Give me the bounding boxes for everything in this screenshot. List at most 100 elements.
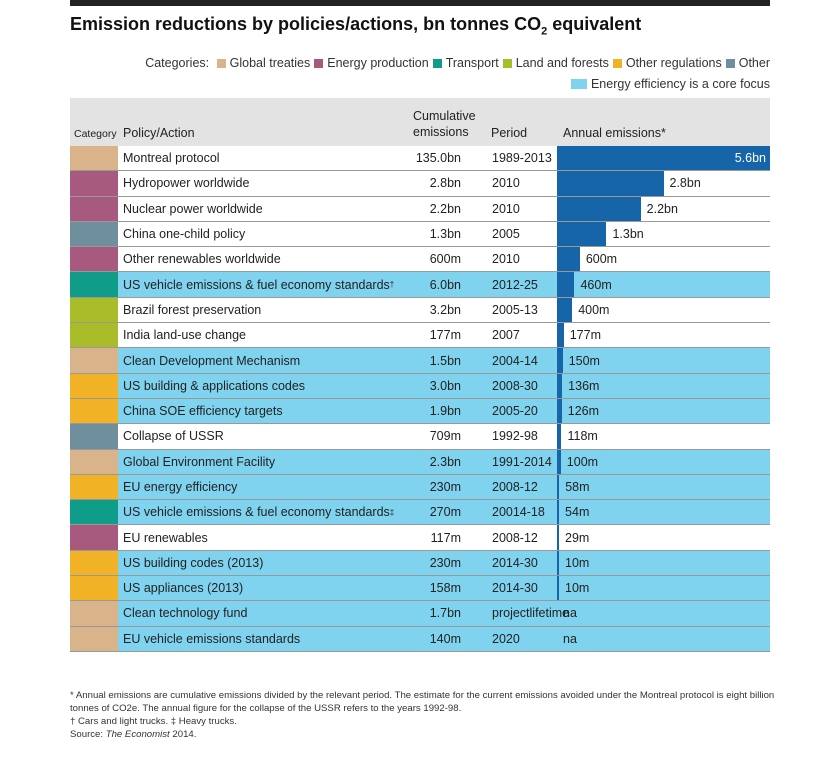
table-row: EU renewables 117m 2008-12 29m [70,525,770,551]
footnote-2: tonnes of CO2e. The annual figure for th… [70,703,462,714]
category-swatch [70,576,118,601]
annual-bar-cell: 10m [557,550,770,576]
period: 2014-30 [492,581,538,596]
period: 1992-98 [492,429,538,444]
annual-bar-cell: 29m [557,525,770,550]
annual-label: 1.3bn [612,227,644,242]
legend-core: Energy efficiency is a core focus [141,74,770,95]
policy-name: EU energy efficiency [123,480,238,494]
cumulative-emissions: 1.9bn [429,404,461,419]
table-row: US vehicle emissions & fuel economy stan… [70,500,770,526]
annual-bar [557,171,664,196]
period: 2008-30 [492,378,538,393]
annual-bar-cell: 600m [557,247,770,272]
period: 2005 [492,227,520,242]
annual-bar-cell: 58m [557,474,770,500]
table-row: US building & applications codes 3.0bn 200… [70,373,770,399]
annual-label: 126m [567,404,600,419]
annual-bar [557,196,641,221]
annual-bar [557,500,560,525]
policy-name: Montreal protocol [123,151,220,166]
table-row: US building codes (2013) 230m 2014-30 10m [70,550,770,577]
cumulative-emissions: 177m [429,328,461,343]
cumulative-emissions: 230m [429,555,461,570]
annual-bar [557,146,770,171]
category-swatch [70,221,118,247]
category-swatch [70,601,118,626]
cumulative-emissions: 709m [429,429,461,444]
annual-label: 100m [566,454,599,469]
policy-name: Other renewables worldwide [123,252,281,267]
annual-bar [557,272,575,297]
annual-bar-cell: 150m [557,348,770,373]
policy-name: Clean Development Mechanism [123,353,301,368]
policy-name: US vehicle emissions & fuel economy stan… [123,277,395,292]
cumulative-emissions: 600m [429,252,461,267]
policy-name: China one-child policy [123,227,246,242]
table-row: US appliances (2013) 158m 2014-30 10m [70,576,770,602]
period: 1991-2014 [492,454,552,469]
category-swatch [70,196,118,221]
table-row: EU vehicle emissions standards 140m 2020 na [70,626,770,652]
cumulative-emissions: 1.3bn [429,227,461,242]
period: 2008-12 [492,480,538,494]
annual-bar [557,525,559,550]
category-swatch [70,373,118,398]
annual-bar-cell: 2.2bn [557,196,770,221]
cumulative-emissions: 3.2bn [429,302,461,317]
annual-label: 10m [565,581,590,596]
category-swatch [70,626,118,651]
table-row: EU energy efficiency 230m 2008-12 58m [70,474,770,501]
annual-bar [557,474,560,500]
legend-item-label: Land and forests [515,56,609,70]
table-row: China SOE efficiency targets 1.9bn 2005-20… [70,398,770,425]
category-swatch [70,474,118,500]
policy-name: Global Environment Facility [123,454,276,469]
cumulative-emissions: 158m [429,581,461,596]
footnote-1: * Annual emissions are cumulative emissi… [70,690,775,701]
table-row: Brazil forest preservation 3.2bn 2005-13 40… [70,297,770,324]
category-swatch [70,297,118,323]
legend-item: Energy production [314,56,429,70]
cumulative-emissions: 2.3bn [429,454,461,469]
legend-swatch [725,59,735,68]
legend-item: Global treaties [216,56,310,70]
category-swatch [70,550,118,576]
cumulative-emissions: 1.5bn [429,353,461,368]
period: 1989-2013 [492,151,552,166]
annual-label: 460m [580,277,612,292]
annual-bar-cell: 136m [557,373,770,398]
policy-name: Hydropower worldwide [123,176,250,191]
annual-bar-cell: 118m [557,424,770,449]
footnote-3: † Cars and light trucks. ‡ Heavy trucks. [70,716,237,727]
policy-name: Clean technology fund [123,606,248,621]
annual-bar-cell: na [557,627,770,651]
period: 2020 [492,631,520,646]
legend: Categories: Global treaties Energy produc… [141,53,770,95]
annual-label: 10m [565,555,590,570]
annual-bar [557,221,607,247]
table-row: Hydropower worldwide 2.8bn 2010 2.8bn [70,171,770,197]
annual-label: 118m [567,429,598,444]
period: 20014-18 [492,505,545,520]
category-swatch [70,171,118,196]
legend-core-label: Energy efficiency is a core focus [590,77,770,91]
category-swatch [70,323,118,348]
source: Source: The Economist 2014. [70,729,197,740]
table-row: Clean technology fund 1.7bn project lifetim… [70,601,770,627]
table-header: Category Policy/Action Cumulative emissio… [70,98,770,146]
category-swatch [70,424,118,449]
category-swatch [70,247,118,272]
legend-core-swatch [570,79,587,89]
legend-swatch [432,59,442,68]
annual-bar [557,576,559,601]
policy-name: India land-use change [123,328,247,343]
footnotes: * Annual emissions are cumulative emissi… [70,689,775,741]
annual-label: 400m [578,302,610,317]
category-swatch [70,449,118,474]
table-row: Clean Development Mechanism 1.5bn 2004-14 1… [70,348,770,374]
legend-item-label: Transport [445,56,499,70]
annual-label: 600m [585,252,618,267]
annual-bar [557,398,562,424]
legend-swatch [314,59,324,68]
